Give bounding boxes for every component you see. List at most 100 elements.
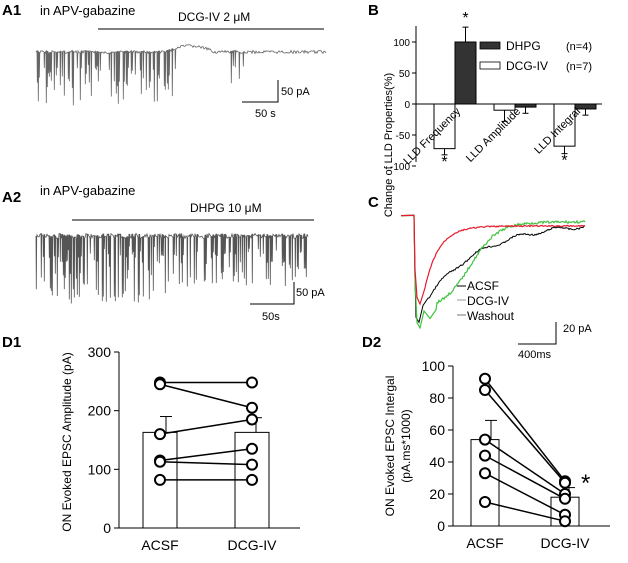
b-legend: DHPG (n=4) DCG-IV (n=7) [479,39,592,73]
d2-y-tick-label: 100 [422,358,446,374]
c-legend-dcg-iv: DCG-IV [467,294,509,308]
d1-plot [142,376,270,529]
a1-scale-x: 50 s [255,108,276,120]
a2-scale-bar: 50 pA 50s [250,282,325,323]
d2-pair-line [484,472,566,516]
d2-y-tick-label: 20 [429,486,445,502]
d2-pair-line [484,389,566,484]
a1-scale-bar: 50 pA 50 s [242,80,310,120]
d2-plot: * [470,372,590,528]
b-y-tick-label: 50 [399,69,411,80]
d1-category-labels: ACSF DCG-IV [141,537,277,553]
d1-data-point [246,442,258,455]
d2-y-axis-label: ON Evoked EPSC Intergal [383,376,397,517]
panel-label-a2: A2 [2,189,21,206]
d2-data-point [479,449,491,462]
d1-category-label: ACSF [141,537,178,553]
b-significance-star: * [561,153,567,170]
panel-label-c: C [368,194,379,211]
d2-y-tick-label: 0 [437,518,445,534]
b-category-label: LLD Amplitude [464,106,523,165]
a2-condition-label: in APV-gabazine [40,183,135,198]
b-y-axis-label: Change of LLD Properties(%) [383,73,395,217]
d1-data-point [246,473,258,486]
b-y-tick-label: -100 [390,162,410,173]
d1-pair-line [159,448,253,462]
d2-y-axis-label-units: (pA.ms*1000) [399,409,413,482]
b-legend-swatch-dhpg [479,41,501,50]
d2-data-point [479,372,491,385]
d2-pair-line [484,378,566,482]
d2-data-point [559,492,571,505]
b-legend-swatch-dcg [479,61,501,70]
d1-data-point [154,428,166,441]
d1-data-point [246,413,258,426]
panel-b: B Change of LLD Properties(%) 100 50 0 -50 -… [368,2,602,217]
d2-y-tick-label: 60 [429,422,445,438]
d2-category-label: ACSF [466,535,503,551]
b-significance-star: * [462,10,468,27]
d2-y-tick-label: 40 [429,454,445,470]
panel-label-b: B [368,2,379,19]
b-y-tick-label: 100 [393,38,410,49]
d2-y-ticks: 0 20 40 60 80 100 [422,358,453,534]
d1-data-point [246,376,258,389]
d2-data-point [479,384,491,396]
b-bar-dhpg-1 [514,103,537,108]
panel-label-d2: D2 [362,334,381,351]
d2-data-point [559,515,571,528]
d1-pair-line [159,460,253,466]
b-legend-dhpg: DHPG [506,39,541,53]
d2-data-point [479,433,491,446]
panel-c: C ACSF DCG-IV Washout 20 pA 400ms [368,194,592,361]
a2-scale-x: 50s [262,311,280,323]
a2-current-trace [35,232,309,304]
a2-scale-y: 50 pA [296,287,325,299]
b-significance-star: * [441,154,447,171]
d2-data-point [479,496,491,508]
d1-data-point [246,458,258,471]
d1-pair-line [159,418,253,435]
d1-data-point [154,473,166,486]
c-legend-washout: Washout [467,309,515,323]
c-legend: ACSF DCG-IV Washout [457,279,515,323]
c-scale-y: 20 pA [563,323,592,335]
d1-data-point [154,455,166,468]
b-bar-dhpg-0 [454,41,477,105]
d2-category-label: DCG-IV [541,535,591,551]
d1-y-axis-label: ON Evoked EPSC Amplitude (pA) [60,352,74,531]
d1-pair-line [159,383,253,409]
d1-data-point [246,401,258,414]
b-legend-dcg-n: (n=7) [566,61,592,73]
d2-y-tick-label: 80 [429,390,445,406]
b-legend-dhpg-n: (n=4) [566,41,592,53]
panel-d1: D1 ON Evoked EPSC Amplitude (pA) 0 100 200… [2,334,300,553]
b-bars: * * * [433,10,597,171]
d2-pair-line [484,454,566,500]
d2-pair-line [484,438,566,495]
panel-d2: D2 ON Evoked EPSC Intergal (pA.ms*1000) … [362,334,610,551]
d1-y-tick-label: 100 [88,461,112,477]
d1-category-label: DCG-IV [228,537,278,553]
c-scale-bar: 20 pA 400ms [518,322,592,361]
c-trace-acsf [400,214,586,324]
d2-significance-star: * [581,470,590,497]
c-trace-washout [400,214,586,306]
d1-y-tick-label: 200 [88,403,112,419]
d1-data-point [154,378,166,391]
panel-a2: A2 in APV-gabazine DHPG 10 μM 50 pA 50s [2,183,325,323]
d1-y-ticks: 0 100 200 300 [88,344,119,536]
c-scale-x: 400ms [518,349,552,361]
d2-data-point [559,476,571,489]
a2-drug-label: DHPG 10 μM [190,201,262,215]
b-legend-dcg: DCG-IV [506,59,548,73]
d1-y-tick-label: 0 [103,520,111,536]
d2-pair-line [484,501,566,522]
a1-scale-y: 50 pA [281,86,310,98]
b-y-ticks: 100 50 0 -50 -100 [390,38,416,173]
c-legend-acsf: ACSF [467,279,499,293]
a1-drug-label: DCG-IV 2 μM [178,10,250,24]
panel-a1: A1 in APV-gabazine DCG-IV 2 μM 50 pA 50 … [2,2,327,120]
d2-data-point [479,467,491,480]
